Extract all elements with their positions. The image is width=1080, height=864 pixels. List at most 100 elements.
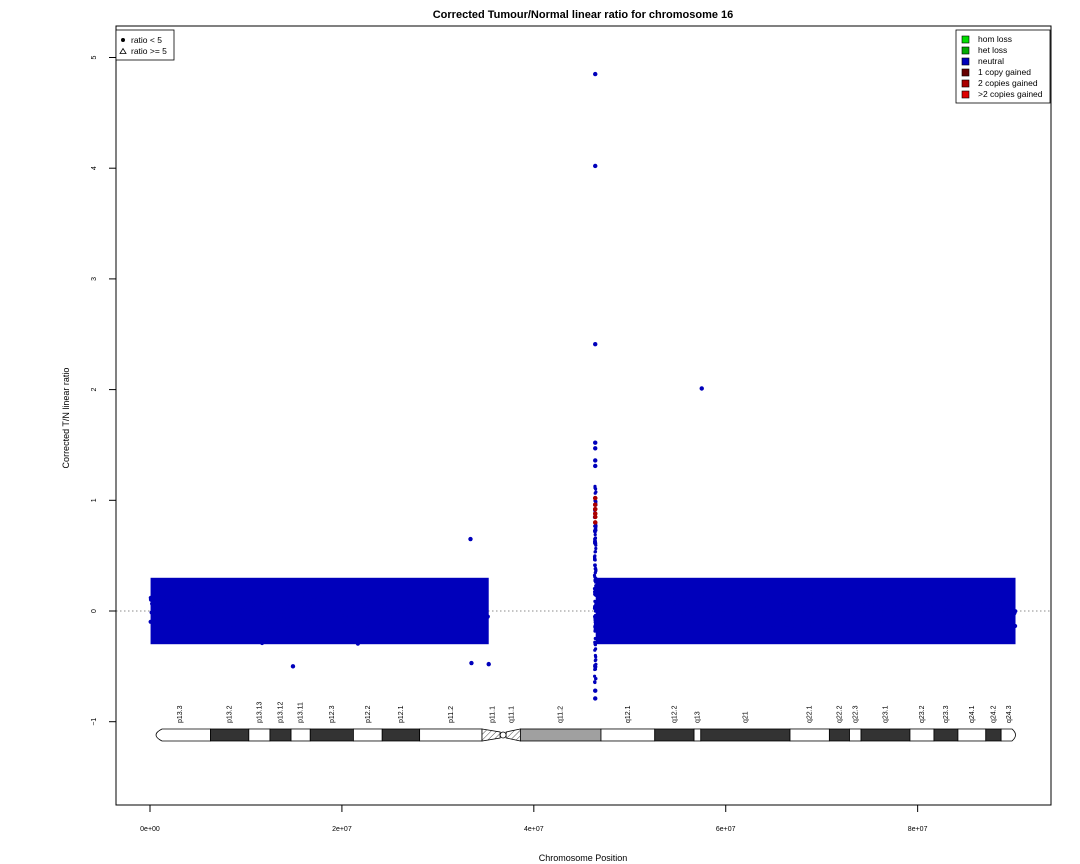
data-point: [478, 622, 483, 627]
data-point: [737, 608, 742, 613]
data-point: [238, 615, 243, 620]
data-point: [758, 618, 764, 624]
data-point: [777, 605, 783, 611]
data-point: [914, 595, 919, 600]
data-point: [822, 608, 827, 614]
data-point: [468, 638, 473, 643]
data-point: [651, 630, 656, 635]
data-point: [284, 596, 289, 602]
data-point: [664, 601, 669, 606]
data-point: [481, 616, 486, 622]
data-point: [593, 674, 597, 678]
data-point: [275, 597, 281, 603]
data-point: [739, 582, 744, 587]
data-point: [153, 624, 158, 629]
data-point: [416, 601, 421, 606]
band-label: p13.2: [227, 705, 234, 723]
data-point: [477, 598, 482, 603]
data-point: [973, 604, 978, 609]
legend-color-label: het loss: [978, 45, 1007, 55]
data-point: [935, 625, 941, 630]
data-point: [909, 602, 914, 607]
data-point: [259, 605, 265, 610]
data-cluster: [148, 577, 490, 646]
data-point: [983, 604, 988, 609]
data-point: [461, 582, 467, 588]
data-point: [717, 602, 722, 607]
data-point: [381, 589, 386, 594]
data-point: [665, 606, 670, 611]
data-point: [594, 487, 598, 491]
data-point: [806, 623, 811, 628]
data-point: [632, 625, 637, 630]
band-q22-3: [849, 728, 862, 742]
data-point: [672, 611, 677, 616]
data-point: [623, 628, 628, 634]
data-point: [309, 605, 314, 611]
x-tick-label: 8e+07: [908, 826, 928, 833]
data-point: [933, 608, 939, 614]
data-point: [730, 613, 735, 619]
data-point: [831, 603, 836, 608]
data-point: [382, 634, 387, 639]
data-point: [158, 602, 163, 607]
data-point: [797, 605, 802, 611]
data-point: [594, 662, 598, 666]
data-point: [628, 600, 633, 605]
data-point: [709, 590, 714, 596]
band-q12-2: [654, 728, 695, 742]
data-point: [472, 597, 477, 602]
data-point: [262, 611, 267, 616]
data-point: [308, 591, 313, 596]
data-point: [891, 617, 896, 622]
data-point: [594, 546, 598, 551]
data-point: [974, 610, 979, 616]
data-point: [977, 607, 982, 612]
data-point: [872, 592, 877, 597]
data-point: [949, 618, 954, 623]
band-q22-2: [828, 728, 850, 742]
data-point: [447, 590, 452, 596]
data-point: [306, 619, 311, 624]
data-point: [968, 617, 973, 622]
data-point: [888, 601, 894, 606]
data-point: [982, 599, 987, 604]
band-p13-11: [290, 728, 311, 742]
data-point: [375, 594, 380, 600]
data-point: [299, 594, 304, 599]
data-point: [206, 619, 212, 624]
data-point: [167, 607, 172, 613]
data-point: [892, 606, 897, 611]
data-point: [336, 621, 341, 626]
data-point: [479, 628, 484, 633]
data-point: [363, 606, 368, 611]
data-point: [294, 584, 299, 589]
data-point: [902, 612, 907, 617]
data-point: [738, 587, 743, 592]
data-point: [149, 610, 154, 615]
data-point: [673, 604, 678, 609]
data-point: [754, 602, 760, 607]
data-point: [815, 603, 820, 608]
y-tick-label: 3: [91, 277, 98, 281]
data-point: [386, 586, 391, 591]
data-point: [610, 612, 615, 618]
data-point: [971, 613, 976, 619]
data-point: [236, 611, 241, 616]
data-point: [795, 591, 800, 596]
data-point: [996, 610, 1001, 616]
data-point: [925, 611, 931, 616]
data-point: [742, 615, 747, 620]
data-point: [593, 624, 597, 628]
data-point: [988, 616, 993, 621]
band-label: q22.2: [836, 705, 843, 723]
data-point: [732, 628, 737, 633]
data-point: [671, 599, 676, 604]
data-point: [642, 607, 647, 612]
data-point: [272, 616, 278, 621]
legend-shape-item: ratio >= 5: [119, 46, 167, 56]
data-point: [891, 625, 896, 630]
data-point: [970, 593, 975, 598]
band-label: p11.1: [490, 706, 497, 723]
